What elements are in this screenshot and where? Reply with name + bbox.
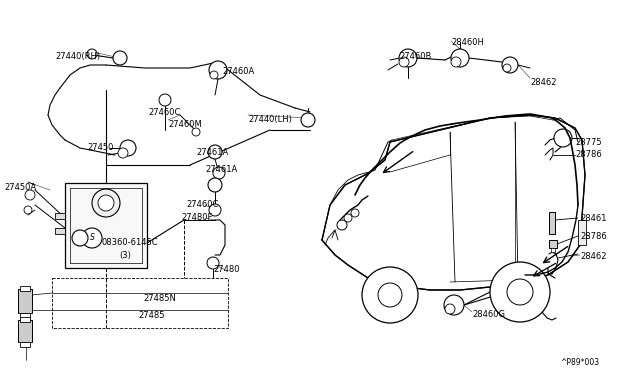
Circle shape — [192, 128, 200, 136]
Circle shape — [554, 129, 572, 147]
Circle shape — [451, 57, 461, 67]
Text: 27460C: 27460C — [186, 200, 218, 209]
Text: 27460B: 27460B — [399, 52, 431, 61]
Bar — [549, 240, 557, 248]
Circle shape — [213, 167, 225, 179]
Circle shape — [82, 228, 102, 248]
Text: 28460H: 28460H — [451, 38, 484, 47]
Text: 28775: 28775 — [575, 138, 602, 147]
Circle shape — [25, 190, 35, 200]
Polygon shape — [322, 115, 585, 290]
Text: 27440(LH): 27440(LH) — [248, 115, 292, 124]
Circle shape — [362, 267, 418, 323]
Circle shape — [87, 49, 97, 59]
Circle shape — [445, 304, 455, 314]
Text: 28786: 28786 — [580, 232, 607, 241]
Bar — [578, 220, 586, 245]
Circle shape — [92, 189, 120, 217]
Circle shape — [113, 51, 127, 65]
Circle shape — [502, 57, 518, 73]
Text: 28461: 28461 — [580, 214, 607, 223]
Circle shape — [399, 57, 409, 67]
Circle shape — [378, 283, 402, 307]
Bar — [55, 228, 65, 234]
Bar — [20, 313, 30, 318]
Text: 28462: 28462 — [530, 78, 557, 87]
Circle shape — [208, 178, 222, 192]
Bar — [65, 183, 147, 268]
Circle shape — [159, 94, 171, 106]
Bar — [549, 212, 555, 234]
Bar — [551, 248, 555, 252]
Bar — [18, 320, 32, 342]
Bar — [55, 213, 65, 219]
Circle shape — [209, 204, 221, 216]
Circle shape — [209, 61, 227, 79]
Text: 27461A: 27461A — [205, 165, 237, 174]
Text: 27440(RH): 27440(RH) — [55, 52, 100, 61]
Circle shape — [210, 71, 218, 79]
Text: S: S — [90, 234, 95, 243]
Circle shape — [24, 206, 32, 214]
Circle shape — [337, 220, 347, 230]
Text: (3): (3) — [119, 251, 131, 260]
Circle shape — [120, 140, 136, 156]
Text: ^P89*003: ^P89*003 — [560, 358, 599, 367]
Text: 27450: 27450 — [87, 143, 113, 152]
Text: 27485: 27485 — [138, 311, 164, 320]
Text: 28786: 28786 — [575, 150, 602, 159]
Circle shape — [98, 195, 114, 211]
Text: 27460M: 27460M — [168, 120, 202, 129]
Bar — [20, 286, 30, 291]
Text: 28460G: 28460G — [472, 310, 505, 319]
Text: 27461A: 27461A — [196, 148, 228, 157]
Bar — [18, 289, 32, 313]
Circle shape — [344, 214, 352, 222]
Text: 27480: 27480 — [213, 265, 239, 274]
Circle shape — [490, 262, 550, 322]
Circle shape — [503, 64, 511, 72]
Circle shape — [451, 49, 469, 67]
Text: 27450A: 27450A — [4, 183, 36, 192]
Text: 28462: 28462 — [580, 252, 607, 261]
Circle shape — [208, 145, 222, 159]
Text: 27480F: 27480F — [181, 213, 212, 222]
Circle shape — [399, 49, 417, 67]
Bar — [20, 317, 30, 322]
Circle shape — [444, 295, 464, 315]
Circle shape — [207, 257, 219, 269]
Text: 08360-6145C: 08360-6145C — [101, 238, 157, 247]
Circle shape — [72, 230, 88, 246]
Text: 27460C: 27460C — [148, 108, 180, 117]
Circle shape — [507, 279, 533, 305]
Text: 27485N: 27485N — [143, 294, 176, 303]
Circle shape — [351, 209, 359, 217]
Text: 27460A: 27460A — [222, 67, 254, 76]
Bar — [20, 342, 30, 347]
Circle shape — [118, 148, 128, 158]
Circle shape — [301, 113, 315, 127]
